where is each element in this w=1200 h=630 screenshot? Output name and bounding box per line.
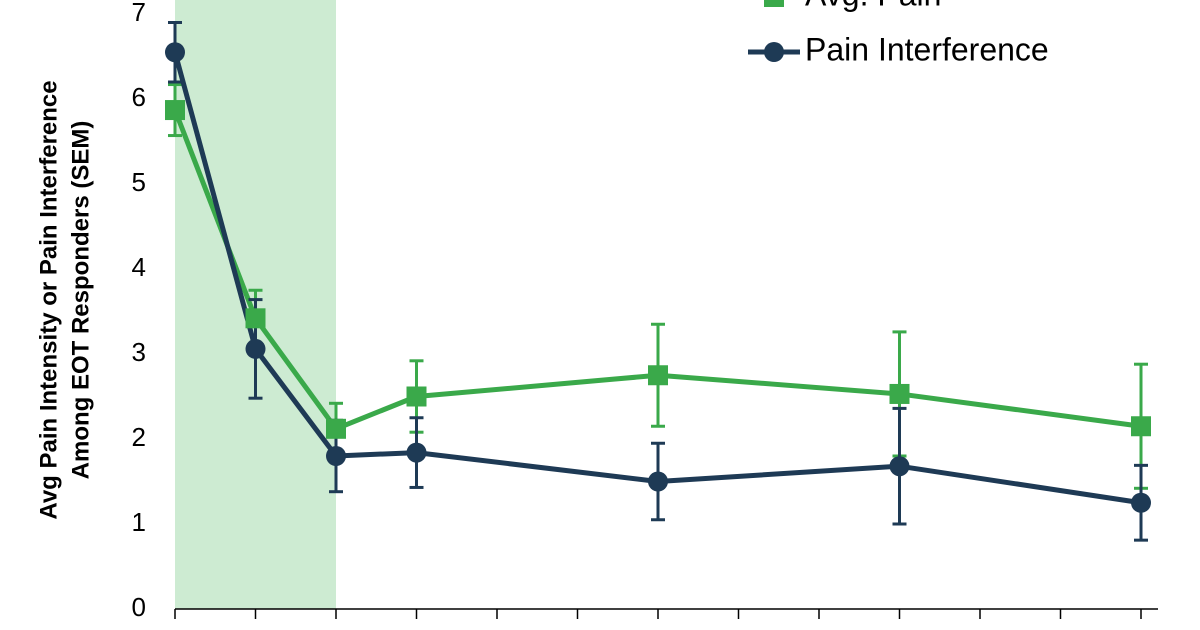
marker (326, 446, 346, 466)
y-axis-title-line: Avg Pain Intensity or Pain Interference (35, 80, 62, 519)
legend-marker (764, 42, 784, 62)
marker (326, 418, 346, 439)
marker (165, 42, 185, 63)
y-tick-label: 1 (132, 507, 146, 537)
y-tick-label: 4 (132, 252, 146, 282)
y-axis-title: Avg Pain Intensity or Pain Interference … (35, 80, 94, 519)
y-tick-label: 2 (132, 422, 146, 452)
y-tick-label: 3 (132, 337, 146, 367)
marker (245, 308, 266, 329)
y-axis-title-line: Among EOT Responders (SEM) (67, 121, 94, 480)
legend-marker (764, 0, 784, 7)
marker (1131, 416, 1151, 437)
marker (406, 442, 427, 463)
marker (889, 456, 910, 477)
y-tick-label: 5 (132, 167, 146, 197)
marker (1131, 492, 1151, 513)
marker (245, 338, 266, 359)
marker (648, 365, 668, 386)
marker (165, 100, 185, 121)
y-tick-label: 0 (132, 592, 146, 622)
marker (406, 386, 427, 407)
marker (648, 471, 668, 492)
legend-label: Pain Interference (805, 31, 1049, 67)
y-tick-label: 7 (132, 0, 146, 27)
legend-label: Avg. Pain (805, 0, 941, 12)
marker (889, 383, 910, 404)
y-tick-label: 6 (132, 82, 146, 112)
